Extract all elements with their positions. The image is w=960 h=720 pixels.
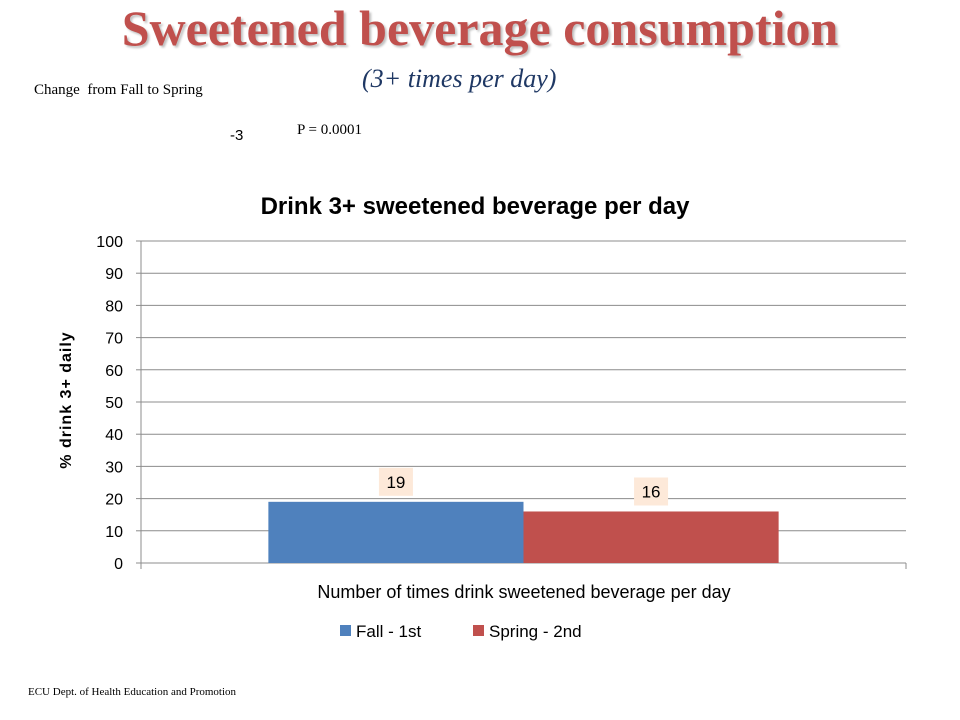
- legend-swatch-spring-2nd: [473, 625, 484, 636]
- y-tick-label: 50: [105, 395, 123, 412]
- y-tick-label: 20: [105, 492, 123, 509]
- y-tick-label: 90: [105, 266, 123, 283]
- x-axis-label: Number of times drink sweetened beverage…: [317, 582, 730, 602]
- bars: [268, 501, 779, 563]
- data-label-spring-2nd: 16: [642, 482, 661, 501]
- y-tick-label: 80: [105, 298, 123, 315]
- y-tick-label: 30: [105, 459, 123, 476]
- data-label-box: [634, 477, 669, 506]
- slide-title: Sweetened beverage consumption: [121, 0, 839, 56]
- data-label-box: [378, 467, 413, 496]
- bar-spring-2nd: [523, 511, 779, 563]
- y-tick-labels: 0 10 20 30 40 50 60 70 80 90 100: [96, 234, 123, 573]
- slide-subtitle: (3+ times per day): [362, 64, 557, 93]
- y-axis-label: % drink 3+ daily: [58, 331, 75, 468]
- chart-title: Drink 3+ sweetened beverage per day: [261, 193, 691, 220]
- footer-credit: ECU Dept. of Health Education and Promot…: [28, 686, 237, 698]
- change-value: -3: [230, 127, 244, 144]
- data-label-fall-1st: 19: [386, 473, 405, 492]
- y-tick-label: 60: [105, 363, 123, 380]
- legend-swatch-fall-1st: [340, 625, 351, 636]
- y-tick-label: 70: [105, 331, 123, 348]
- bar-fall-1st: [268, 501, 524, 563]
- legend: Fall - 1st Spring - 2nd: [340, 622, 582, 641]
- legend-label-fall-1st: Fall - 1st: [356, 622, 421, 641]
- legend-label-spring-2nd: Spring - 2nd: [489, 622, 582, 641]
- y-tick-label: 40: [105, 427, 123, 444]
- p-value: P = 0.0001: [297, 122, 362, 138]
- y-tick-label: 10: [105, 524, 123, 541]
- y-tick-label: 0: [114, 556, 123, 573]
- y-tick-label: 100: [96, 234, 123, 251]
- change-label: Change from Fall to Spring: [34, 82, 203, 98]
